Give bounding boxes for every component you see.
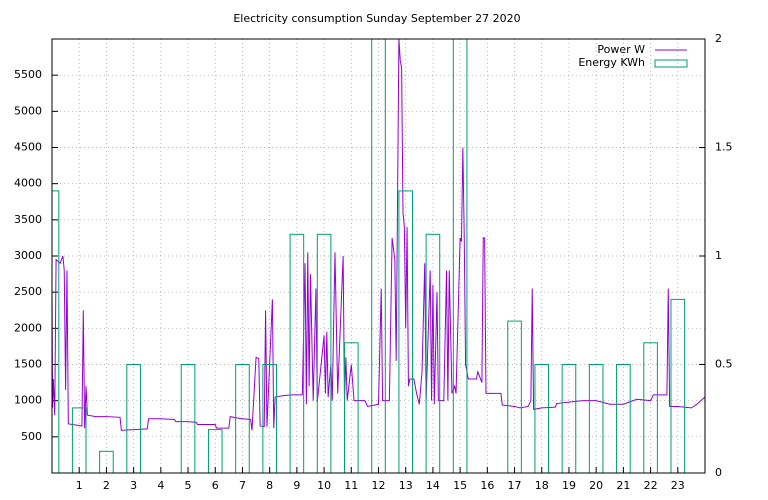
x-tick-label: 12 xyxy=(372,479,386,492)
y2-tick-label: 1.5 xyxy=(715,141,733,154)
y-tick-label: 2000 xyxy=(14,321,42,334)
y-tick-label: 5000 xyxy=(14,104,42,117)
legend-swatch xyxy=(654,59,688,68)
x-tick-label: 2 xyxy=(103,479,110,492)
x-tick-label: 19 xyxy=(562,479,576,492)
y-tick-label: 5500 xyxy=(14,68,42,81)
x-tick-label: 4 xyxy=(157,479,164,492)
y2-tick-label: 2 xyxy=(715,32,722,45)
energy-box xyxy=(262,364,277,473)
y-tick-label: 4500 xyxy=(14,141,42,154)
energy-box xyxy=(398,190,414,473)
energy-box xyxy=(534,364,550,473)
y-tick-label: 2500 xyxy=(14,285,42,298)
y-tick-label: 3500 xyxy=(14,213,42,226)
x-tick-label: 16 xyxy=(480,479,494,492)
energy-box xyxy=(670,298,686,473)
y-tick-label: 1000 xyxy=(14,394,42,407)
energy-box xyxy=(588,364,604,473)
x-tick-label: 8 xyxy=(266,479,273,492)
legend-label: Energy KWh xyxy=(578,56,645,69)
x-tick-label: 21 xyxy=(616,479,630,492)
energy-box xyxy=(235,364,250,473)
x-tick-label: 11 xyxy=(344,479,358,492)
energy-box xyxy=(126,364,141,473)
y2-tick-label: 0.5 xyxy=(715,358,733,371)
grid xyxy=(52,38,705,474)
energy-box xyxy=(425,233,441,473)
x-tick-label: 6 xyxy=(212,479,219,492)
energy-box xyxy=(507,320,522,473)
y2-tick-label: 0 xyxy=(715,466,722,479)
axis-labels: 500 1000 1500 2000 2500 3000 3500 4000 4500 5000 5… xyxy=(14,32,733,492)
x-tick-label: 7 xyxy=(239,479,246,492)
x-tick-label: 20 xyxy=(589,479,603,492)
y-tick-label: 4000 xyxy=(14,177,42,190)
x-tick-label: 18 xyxy=(535,479,549,492)
energy-box xyxy=(207,429,223,473)
y-tick-label: 1500 xyxy=(14,358,42,371)
y-tick-label: 3000 xyxy=(14,249,42,262)
x-tick-label: 17 xyxy=(508,479,522,492)
energy-box xyxy=(316,233,332,473)
x-tick-label: 15 xyxy=(453,479,467,492)
x-tick-label: 9 xyxy=(293,479,300,492)
x-tick-label: 22 xyxy=(644,479,658,492)
chart-title: Electricity consumption Sunday September… xyxy=(233,12,520,25)
x-tick-label: 3 xyxy=(130,479,137,492)
plot-area xyxy=(52,39,705,473)
legend-label: Power W xyxy=(597,43,645,56)
x-tick-label: 5 xyxy=(185,479,192,492)
x-tick-label: 1 xyxy=(76,479,83,492)
energy-box xyxy=(616,364,631,473)
plot-border xyxy=(51,38,706,474)
energy-box xyxy=(561,364,577,473)
y2-tick-label: 1 xyxy=(715,249,722,262)
x-tick-label: 23 xyxy=(671,479,685,492)
energy-box xyxy=(180,364,196,473)
x-tick-label: 10 xyxy=(317,479,331,492)
x-tick-label: 14 xyxy=(426,479,440,492)
y-tick-label: 500 xyxy=(21,430,42,443)
x-tick-label: 13 xyxy=(399,479,413,492)
energy-box xyxy=(452,39,468,473)
power-line xyxy=(52,39,705,431)
energy-box xyxy=(289,233,305,473)
